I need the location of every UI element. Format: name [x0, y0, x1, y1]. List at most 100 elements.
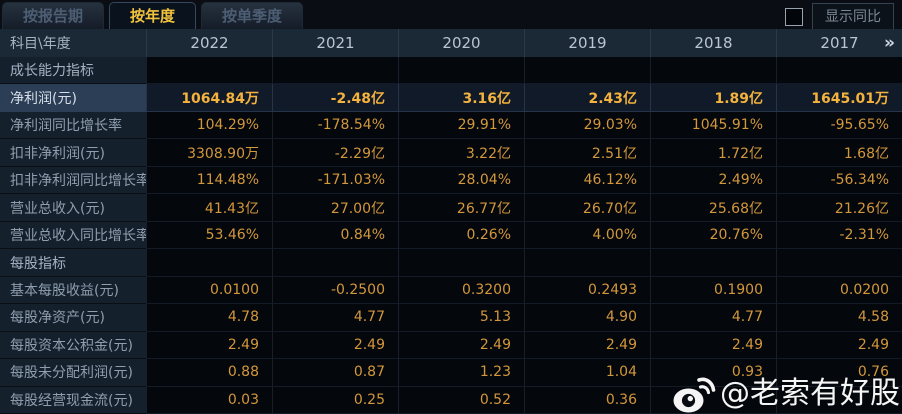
- section-row: 每股指标: [0, 249, 902, 277]
- value-cell: 1045.91%: [650, 111, 776, 140]
- value-cell: 2.49: [146, 331, 272, 360]
- value-cell: 3.22亿: [398, 139, 524, 167]
- value-cell: 0.36: [524, 386, 650, 414]
- value-cell: [524, 249, 650, 277]
- value-cell: 21.26亿: [776, 194, 902, 222]
- value-cell: [776, 386, 902, 414]
- row-label: 每股经营现金流(元): [0, 386, 146, 414]
- row-label: 扣非净利润(元): [0, 139, 146, 167]
- value-cell: 25.68亿: [650, 194, 776, 222]
- value-cell: [650, 386, 776, 414]
- row-label: 基本每股收益(元): [0, 276, 146, 305]
- row-label: 净利润(元): [0, 84, 146, 112]
- period-tabs: 按报告期 按年度 按单季度: [0, 0, 902, 29]
- value-cell: 26.77亿: [398, 194, 524, 222]
- value-cell: 0.03: [146, 386, 272, 414]
- value-cell: 26.70亿: [524, 194, 650, 222]
- value-cell: 3308.90万: [146, 139, 272, 167]
- value-cell: 0.1900: [650, 276, 776, 305]
- year-header-2019: 2019: [524, 29, 650, 57]
- value-cell: 4.77: [272, 304, 398, 332]
- value-cell: -2.31%: [776, 221, 902, 250]
- value-cell: 2.49: [524, 331, 650, 360]
- show-yoy-checkbox[interactable]: [785, 7, 803, 26]
- value-cell: [776, 57, 902, 85]
- value-cell: 46.12%: [524, 166, 650, 195]
- section-header: 每股指标: [0, 249, 146, 277]
- value-cell: -0.2500: [272, 276, 398, 305]
- value-cell: 0.88: [146, 359, 272, 387]
- row-label: 每股净资产(元): [0, 304, 146, 332]
- table-row: 每股资本公积金(元) 2.49 2.49 2.49 2.49 2.49 2.49: [0, 331, 902, 360]
- value-cell: -178.54%: [272, 111, 398, 140]
- value-cell: 0.3200: [398, 276, 524, 305]
- tab-by-quarter[interactable]: 按单季度: [201, 2, 304, 29]
- corner-header: 科目\年度: [10, 36, 71, 52]
- value-cell: 0.76: [776, 359, 902, 387]
- value-cell: 4.77: [650, 304, 776, 332]
- value-cell: -56.34%: [776, 166, 902, 195]
- table-row: 扣非净利润同比增长率 114.48% -171.03% 28.04% 46.12% 2.4…: [0, 166, 902, 195]
- value-cell: 29.03%: [524, 111, 650, 140]
- table-row: 每股净资产(元) 4.78 4.77 5.13 4.90 4.77 4.58: [0, 304, 902, 332]
- tab-bar: 按报告期 按年度 按单季度 显示同比: [0, 0, 902, 30]
- year-header-2017: 2017»: [776, 29, 902, 57]
- value-cell: 27.00亿: [272, 194, 398, 222]
- value-cell: 0.25: [272, 386, 398, 414]
- value-cell: 29.91%: [398, 111, 524, 140]
- value-cell: [398, 57, 524, 85]
- year-header-2022: 2022: [146, 29, 272, 57]
- value-cell: 2.49: [272, 331, 398, 360]
- value-cell: 0.26%: [398, 221, 524, 250]
- value-cell: [272, 57, 398, 85]
- value-cell: 2.49: [398, 331, 524, 360]
- table-row: 基本每股收益(元) 0.0100 -0.2500 0.3200 0.2493 0.1900…: [0, 276, 902, 305]
- value-cell: -171.03%: [272, 166, 398, 195]
- value-cell: 1.72亿: [650, 139, 776, 167]
- value-cell: 2.49%: [650, 166, 776, 195]
- value-cell: 104.29%: [146, 111, 272, 140]
- value-cell: 4.78: [146, 304, 272, 332]
- value-cell: 0.0100: [146, 276, 272, 305]
- value-cell: 53.46%: [146, 221, 272, 250]
- row-label: 营业总收入(元): [0, 194, 146, 222]
- value-cell: 0.93: [650, 359, 776, 387]
- value-cell: [146, 57, 272, 85]
- value-cell: [650, 57, 776, 85]
- value-cell: [776, 249, 902, 277]
- value-cell: 4.90: [524, 304, 650, 332]
- financial-table: 科目\年度 2022 2021 2020 2019 2018 2017» 成长能力指标 净利润(…: [0, 29, 902, 414]
- row-label: 每股未分配利润(元): [0, 359, 146, 387]
- value-cell: 1.68亿: [776, 139, 902, 167]
- value-cell: 1.89亿: [650, 84, 776, 112]
- year-header-2020: 2020: [398, 29, 524, 57]
- table-row: 净利润(元) 1064.84万 -2.48亿 3.16亿 2.43亿 1.89亿 1645.…: [0, 84, 902, 112]
- value-cell: 4.58: [776, 304, 902, 332]
- tab-by-report-period[interactable]: 按报告期: [2, 2, 105, 29]
- tab-by-year[interactable]: 按年度: [109, 2, 197, 29]
- value-cell: 20.76%: [650, 221, 776, 250]
- table-row: 每股未分配利润(元) 0.88 0.87 1.23 1.04 0.93 0.76: [0, 359, 902, 387]
- value-cell: 0.84%: [272, 221, 398, 250]
- value-cell: [524, 57, 650, 85]
- value-cell: 3.16亿: [398, 84, 524, 112]
- value-cell: [398, 249, 524, 277]
- value-cell: 0.2493: [524, 276, 650, 305]
- value-cell: [272, 249, 398, 277]
- table-row: 营业总收入(元) 41.43亿 27.00亿 26.77亿 26.70亿 25.68亿 21…: [0, 194, 902, 222]
- section-header: 成长能力指标: [0, 57, 146, 85]
- value-cell: 1064.84万: [146, 84, 272, 112]
- table-row: 每股经营现金流(元) 0.03 0.25 0.52 0.36: [0, 386, 902, 414]
- value-cell: -2.29亿: [272, 139, 398, 167]
- value-cell: 114.48%: [146, 166, 272, 195]
- value-cell: 0.87: [272, 359, 398, 387]
- show-yoy-label[interactable]: 显示同比: [812, 3, 894, 30]
- value-cell: -2.48亿: [272, 84, 398, 112]
- more-years-icon[interactable]: »: [884, 32, 895, 53]
- table-row: 扣非净利润(元) 3308.90万 -2.29亿 3.22亿 2.51亿 1.72亿 1.6…: [0, 139, 902, 167]
- value-cell: 2.49: [650, 331, 776, 360]
- value-cell: 1.23: [398, 359, 524, 387]
- row-label: 营业总收入同比增长率: [0, 221, 146, 250]
- value-cell: [146, 249, 272, 277]
